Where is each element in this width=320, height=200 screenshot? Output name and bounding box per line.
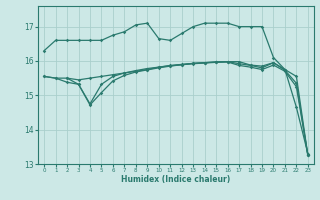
X-axis label: Humidex (Indice chaleur): Humidex (Indice chaleur) bbox=[121, 175, 231, 184]
